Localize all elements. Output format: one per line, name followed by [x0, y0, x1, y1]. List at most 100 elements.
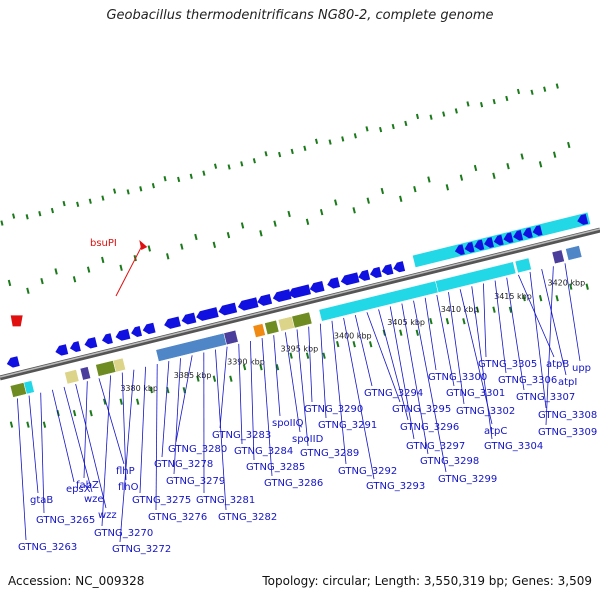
- genome-backbone-highlight: [0, 228, 600, 378]
- gc-content-tick: [473, 164, 478, 172]
- reverse-gene-block: [95, 360, 117, 377]
- gc-content-tick: [492, 172, 496, 179]
- gc-content-tick: [459, 174, 464, 181]
- forward-gene-arrow: [340, 272, 360, 286]
- gene-leader-line: [319, 323, 327, 419]
- inner-gc-tick: [336, 340, 340, 348]
- forward-gene-arrow: [55, 344, 69, 356]
- gene-leader-line: [471, 286, 493, 440]
- scale-tick-label: 3420 kbp: [548, 279, 586, 288]
- scale-tick-label: 3385 kbp: [174, 371, 212, 380]
- inner-gc-tick: [555, 295, 559, 302]
- gene-leader-line: [51, 389, 75, 483]
- gc-skew-tick: [101, 195, 105, 201]
- inner-gc-tick: [399, 329, 403, 336]
- gc-content-tick: [352, 207, 356, 214]
- forward-gene-arrow: [522, 227, 533, 239]
- gc-skew-tick: [391, 123, 395, 130]
- gene-leader-line: [175, 355, 193, 443]
- gc-skew-tick: [0, 220, 4, 226]
- gene-leader-line: [308, 326, 313, 403]
- gc-content-tick: [240, 222, 245, 229]
- forward-gene-arrow: [577, 213, 589, 225]
- gc-content-tick: [54, 268, 58, 275]
- scale-tick-label: 3405 kbp: [387, 318, 425, 327]
- gc-content-tick: [7, 279, 12, 287]
- gc-skew-tick: [479, 102, 484, 108]
- inner-gc-tick: [429, 317, 433, 325]
- gene-leader-line: [366, 312, 401, 403]
- gene-leader-line: [483, 283, 487, 358]
- inner-gc-tick: [289, 352, 293, 359]
- gene-label: GTNG_3304: [484, 441, 543, 452]
- forward-gene-arrow: [464, 241, 475, 253]
- gc-content-tick: [538, 161, 543, 168]
- gene-label: GTNG_3308: [538, 410, 597, 421]
- gene-label: GTNG_3300: [428, 372, 487, 383]
- inner-gc-tick: [119, 398, 123, 405]
- reverse-gene-block: [223, 329, 239, 346]
- gene-label: GTNG_3289: [300, 448, 359, 459]
- forward-gene-arrow: [218, 302, 238, 316]
- inner-gc-tick: [103, 398, 107, 405]
- forward-gene-arrow: [369, 266, 382, 279]
- gene-leader-line: [296, 329, 309, 447]
- forward-gene-arrow: [309, 281, 325, 293]
- gene-label: atpB: [546, 359, 569, 370]
- gene-leader-line: [354, 314, 373, 387]
- gc-skew-tick: [555, 83, 559, 89]
- gc-content-tick: [194, 233, 198, 241]
- gene-leader-line: [564, 263, 581, 362]
- gene-label: GTNG_3272: [112, 544, 171, 555]
- gc-skew-tick: [126, 189, 130, 195]
- gene-leader-line: [238, 343, 243, 445]
- forward-gene-arrow: [484, 237, 494, 248]
- forward-gene-arrow: [493, 234, 504, 246]
- inner-gc-tick: [475, 306, 480, 313]
- red-feature-icon: [10, 315, 23, 327]
- gc-content-tick: [305, 218, 310, 225]
- reverse-gene-block: [23, 380, 35, 395]
- gene-leader-line: [413, 300, 447, 473]
- reverse-gene-block: [565, 245, 583, 261]
- forward-gene-arrow: [454, 244, 465, 256]
- gc-skew-tick: [213, 163, 218, 169]
- scale-tick-label: 3400 kbp: [334, 331, 372, 340]
- gc-content-tick: [226, 231, 231, 239]
- gene-label: GTNG_3280: [168, 444, 227, 455]
- inner-gc-tick: [196, 375, 200, 382]
- gc-skew-tick: [314, 138, 319, 144]
- gc-skew-tick: [404, 120, 408, 127]
- gc-content-tick: [366, 197, 370, 204]
- gene-leader-line: [284, 332, 301, 433]
- gene-label: GTNG_3279: [166, 476, 225, 487]
- gene-leader-line: [215, 349, 227, 511]
- gc-content-tick: [520, 153, 524, 160]
- gc-skew-tick: [341, 136, 345, 142]
- gc-content-tick: [273, 220, 277, 227]
- gc-skew-tick: [227, 164, 231, 170]
- gene-leader-line: [378, 309, 409, 421]
- gene-label: GTNG_3305: [478, 359, 537, 370]
- gene-label: spoIIQ: [272, 418, 304, 429]
- gc-skew-tick: [365, 126, 369, 132]
- map-title: Geobacillus thermodenitrificans NG80-2, …: [106, 8, 494, 23]
- gene-label: GTNG_3278: [154, 459, 213, 470]
- gene-label: GTNG_3276: [148, 512, 207, 523]
- reverse-gene-block: [435, 261, 517, 293]
- gene-leader-line: [121, 372, 127, 481]
- inner-gc-tick: [352, 341, 356, 348]
- gc-skew-tick: [328, 139, 332, 145]
- gc-skew-tick: [252, 158, 256, 164]
- gc-skew-tick: [25, 214, 29, 220]
- gene-leader-line: [219, 346, 228, 429]
- inner-gc-tick: [275, 364, 280, 371]
- gc-skew-tick: [466, 101, 470, 107]
- gc-content-tick: [86, 266, 91, 273]
- forward-gene-arrow: [288, 284, 311, 299]
- inner-gc-tick: [462, 318, 466, 325]
- gc-content-tick: [445, 184, 450, 191]
- gene-leader-line: [119, 369, 135, 543]
- inner-gc-tick: [569, 283, 573, 290]
